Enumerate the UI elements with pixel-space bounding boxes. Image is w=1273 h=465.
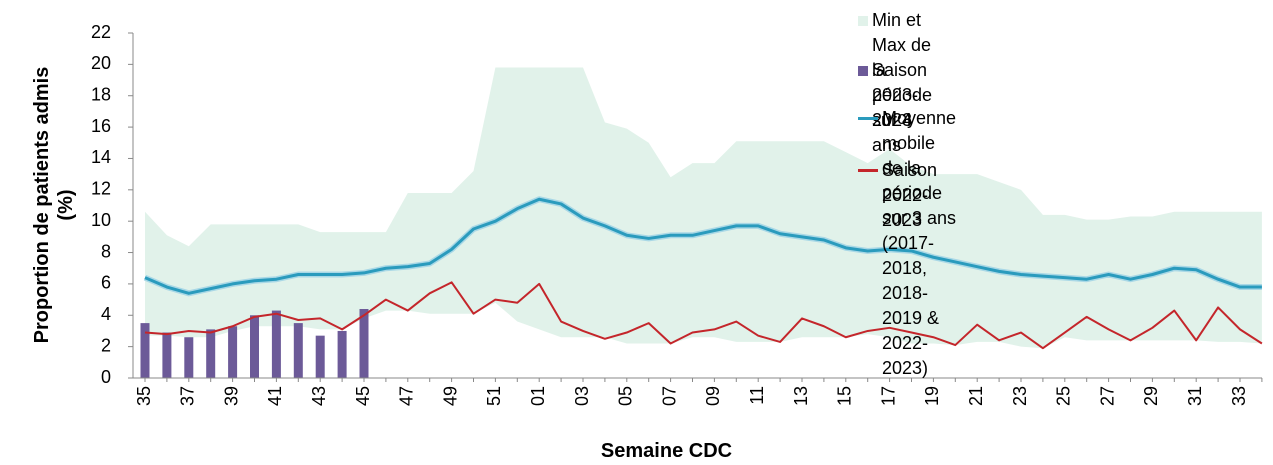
x-tick-label: 07: [659, 386, 679, 406]
bar: [206, 329, 216, 378]
x-tick-label: 19: [922, 386, 942, 406]
x-tick-label: 43: [309, 386, 329, 406]
x-tick-label: 03: [572, 386, 592, 406]
x-tick-label: 49: [440, 386, 460, 406]
bar: [293, 323, 303, 378]
legend-label: Min et Max de la période sur 3 ans: [872, 10, 933, 155]
bar: [184, 337, 194, 378]
x-tick-label: 41: [265, 386, 285, 406]
y-tick-label: 22: [91, 22, 111, 42]
y-tick-label: 6: [101, 273, 111, 293]
x-tick-label: 35: [134, 386, 154, 406]
bar: [228, 326, 238, 378]
legend-swatch: [858, 66, 868, 76]
x-tick-label: 01: [528, 386, 548, 406]
x-tick-label: 33: [1229, 386, 1249, 406]
x-tick-label: 05: [616, 386, 636, 406]
legend-item: Saison 2022-2023: [858, 158, 937, 233]
x-tick-label: 31: [1185, 386, 1205, 406]
y-tick-label: 10: [91, 210, 111, 230]
legend-label: Saison 2022-2023: [882, 160, 938, 230]
legend-swatch: [858, 117, 878, 120]
x-tick-label: 51: [484, 386, 504, 406]
bar: [162, 332, 172, 378]
y-tick-label: 20: [91, 53, 111, 73]
x-tick-label: 37: [178, 386, 198, 406]
bar: [315, 335, 325, 378]
x-tick-label: 23: [1010, 386, 1030, 406]
y-tick-label: 8: [101, 241, 111, 261]
x-tick-label: 13: [791, 386, 811, 406]
y-tick-label: 4: [101, 304, 111, 324]
x-axis-title: Semaine CDC: [600, 440, 733, 462]
min-max-band: [145, 67, 1262, 349]
x-tick-label: 47: [397, 386, 417, 406]
y-tick-label: 2: [101, 335, 111, 355]
x-tick-label: 21: [966, 386, 986, 406]
x-tick-label: 17: [878, 386, 898, 406]
legend-swatch: [858, 169, 878, 172]
x-tick-label: 39: [221, 386, 241, 406]
y-tick-label: 0: [101, 367, 111, 387]
legend-swatch: [858, 16, 868, 26]
legend-item: Moyenne mobile de la période sur 3 ans (…: [858, 106, 956, 381]
x-tick-label: 45: [353, 386, 373, 406]
legend-item: Min et Max de la période sur 3 ans: [858, 8, 932, 158]
y-axis-title: Proportion de patients admis (%): [31, 66, 77, 344]
x-tick-label: 27: [1097, 386, 1117, 406]
bar: [359, 309, 369, 378]
legend-label: Saison 2023-2024: [872, 60, 928, 130]
x-tick-label: 09: [703, 386, 723, 406]
legend-item: Saison 2023-2024: [858, 58, 927, 133]
x-tick-label: 29: [1141, 386, 1161, 406]
y-tick-label: 18: [91, 84, 111, 104]
line: [144, 281, 1263, 350]
bar: [337, 330, 347, 378]
bar: [271, 310, 281, 378]
bar: [140, 323, 150, 378]
line: [144, 197, 1262, 295]
x-tick-label: 25: [1054, 386, 1074, 406]
legend-label: Moyenne mobile de la période sur 3 ans (…: [882, 108, 957, 378]
x-tick-label: 15: [835, 386, 855, 406]
y-tick-label: 16: [91, 116, 111, 136]
y-tick-label: 12: [91, 179, 111, 199]
bar: [250, 315, 259, 378]
x-tick-label: 11: [747, 386, 767, 405]
y-tick-label: 14: [91, 147, 111, 167]
